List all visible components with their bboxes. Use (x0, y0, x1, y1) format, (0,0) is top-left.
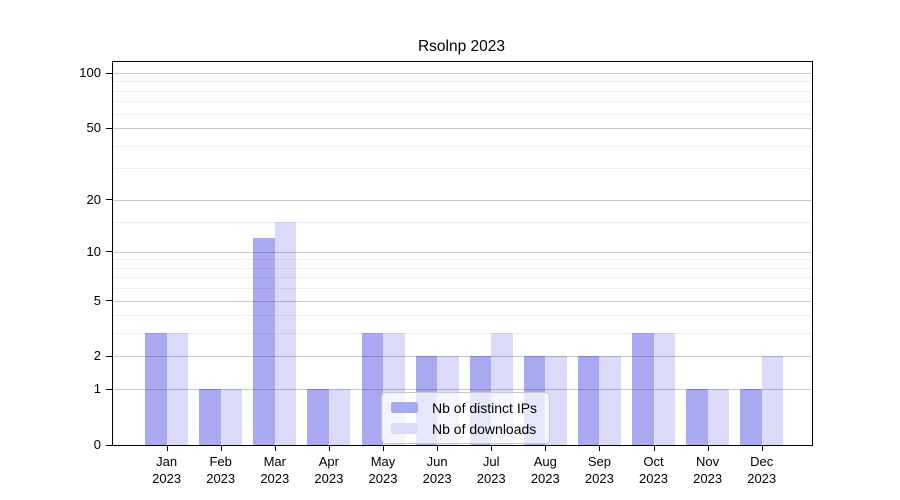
y-tick-label-10: 10 (86, 243, 101, 259)
x-tick-jun (437, 445, 439, 451)
x-tick-year: 2023 (260, 471, 290, 486)
x-tick-label-aug: Aug 2023 (505, 453, 585, 487)
y-tick-label-50: 50 (86, 120, 101, 135)
axes-layer: 0 1 2 5 10 20 50 100 Jan 2023 Feb 2023 Mar 2023 Apr 202… (79, 62, 812, 486)
x-tick-aug (545, 445, 547, 451)
x-tick-label-jun: Jun 2023 (397, 453, 477, 487)
y-tick-5 (106, 300, 113, 302)
y-tick-1 (106, 388, 113, 390)
x-tick-feb (220, 445, 222, 451)
y-tick-label-1: 1 (93, 381, 101, 397)
x-tick-apr (328, 445, 330, 451)
x-tick-year: 2023 (476, 471, 506, 486)
y-tick-50 (106, 127, 113, 129)
x-tick-label-apr: Apr 2023 (289, 453, 369, 487)
y-tick-20 (106, 199, 113, 201)
bar-downloads-feb (220, 389, 243, 445)
legend-label-distinct-ips: Nb of distinct IPs (432, 399, 538, 416)
chart-title: Rsolnp 2023 (417, 38, 506, 55)
x-tick-sep (599, 445, 601, 451)
x-tick-year: 2023 (422, 471, 452, 486)
x-tick-year: 2023 (368, 471, 398, 486)
legend-swatch-downloads (391, 423, 418, 434)
y-tick-10 (106, 251, 113, 253)
legend: Nb of distinct IPs Nb of downloads (381, 392, 551, 444)
bar-distinct-ips-oct (632, 333, 654, 445)
y-tick-label-2: 2 (93, 348, 101, 364)
x-tick-label-may: May 2023 (343, 453, 423, 487)
bar-downloads-aug (545, 356, 567, 445)
x-tick-month: May (370, 454, 396, 469)
x-tick-year: 2023 (206, 471, 236, 486)
x-tick-label-nov: Nov 2023 (668, 453, 748, 487)
x-tick-month: Dec (750, 454, 774, 469)
y-tick-label-20: 20 (86, 191, 101, 207)
x-tick-month: Nov (696, 454, 720, 469)
bar-downloads-oct (653, 333, 675, 445)
x-tick-label-dec: Dec 2023 (722, 453, 802, 487)
x-tick-month: Aug (533, 454, 557, 469)
x-tick-dec (761, 445, 763, 451)
legend-swatch-distinct-ips (391, 402, 418, 413)
bar-distinct-ips-nov (686, 389, 708, 445)
y-tick-2 (106, 355, 113, 357)
bar-downloads-apr (328, 389, 351, 445)
y-tick-100 (106, 72, 113, 74)
x-tick-month: Jun (426, 454, 448, 469)
bar-distinct-ips-dec (740, 389, 762, 445)
x-tick-month: Sep (587, 454, 611, 469)
x-tick-label-mar: Mar 2023 (235, 453, 315, 487)
legend-row-downloads: Nb of downloads (391, 419, 537, 438)
bar-distinct-ips-mar (253, 238, 275, 445)
x-tick-label-oct: Oct 2023 (614, 453, 694, 487)
y-tick-label-0: 0 (93, 437, 101, 452)
x-tick-mar (274, 445, 276, 451)
x-tick-month: Feb (209, 454, 232, 469)
x-tick-month: Apr (318, 454, 339, 469)
x-tick-year: 2023 (693, 471, 723, 486)
bar-distinct-ips-sep (577, 356, 600, 445)
plot-area: 0 1 2 5 10 20 50 100 Jan 2023 Feb 2023 Mar 2023 Apr 202… (79, 61, 813, 486)
x-tick-month: Jan (156, 454, 178, 469)
bar-downloads-mar (274, 221, 297, 445)
x-tick-oct (653, 445, 655, 451)
x-tick-year: 2023 (584, 471, 614, 486)
x-tick-year: 2023 (747, 471, 777, 486)
legend-row-distinct-ips: Nb of distinct IPs (391, 398, 537, 417)
x-tick-may (383, 445, 384, 451)
y-tick-0 (106, 444, 113, 446)
y-tick-label-100: 100 (79, 65, 101, 80)
x-tick-nov (707, 445, 709, 451)
legend-label-downloads: Nb of downloads (432, 420, 537, 437)
bar-downloads-nov (707, 389, 730, 445)
x-tick-label-jan: Jan 2023 (127, 453, 207, 487)
x-tick-label-jul: Jul 2023 (451, 453, 531, 487)
bar-distinct-ips-jan (145, 333, 167, 445)
x-tick-jul (491, 445, 493, 451)
bar-distinct-ips-feb (199, 389, 221, 445)
x-tick-year: 2023 (530, 471, 560, 486)
x-tick-label-feb: Feb 2023 (181, 453, 261, 487)
bar-downloads-sep (599, 356, 621, 445)
bar-downloads-jan (166, 333, 189, 445)
x-tick-year: 2023 (639, 471, 668, 486)
x-tick-year: 2023 (152, 471, 182, 486)
y-tick-label-5: 5 (93, 292, 101, 308)
bar-distinct-ips-apr (307, 389, 329, 445)
bar-distinct-ips-may (361, 333, 383, 445)
x-tick-month: Jul (482, 454, 500, 469)
x-tick-month: Mar (263, 454, 286, 469)
x-tick-jan (166, 445, 168, 451)
x-tick-month: Oct (643, 454, 664, 469)
x-tick-label-sep: Sep 2023 (559, 453, 639, 487)
x-tick-year: 2023 (314, 471, 344, 486)
bar-downloads-dec (761, 356, 784, 445)
